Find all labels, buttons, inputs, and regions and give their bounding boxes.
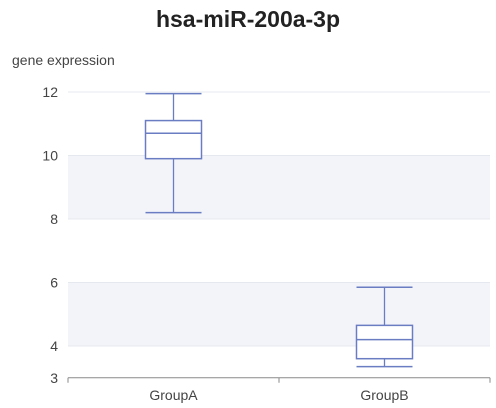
y-tick-label: 4: [50, 338, 58, 354]
grid-band: [68, 282, 490, 346]
y-axis-label: gene expression: [12, 52, 115, 68]
chart-title: hsa-miR-200a-3p: [155, 6, 341, 32]
y-tick-label: 8: [50, 211, 58, 227]
x-tick-label: GroupA: [149, 387, 198, 403]
y-tick-label: 6: [50, 275, 58, 291]
box-GroupA: [144, 119, 203, 160]
y-tick-label: 10: [42, 148, 58, 164]
y-tick-label: 12: [42, 84, 58, 100]
box-GroupB: [355, 324, 414, 360]
x-tick-label: GroupB: [360, 387, 408, 403]
grid-band: [68, 155, 490, 219]
y-tick-label: 3: [50, 370, 58, 386]
